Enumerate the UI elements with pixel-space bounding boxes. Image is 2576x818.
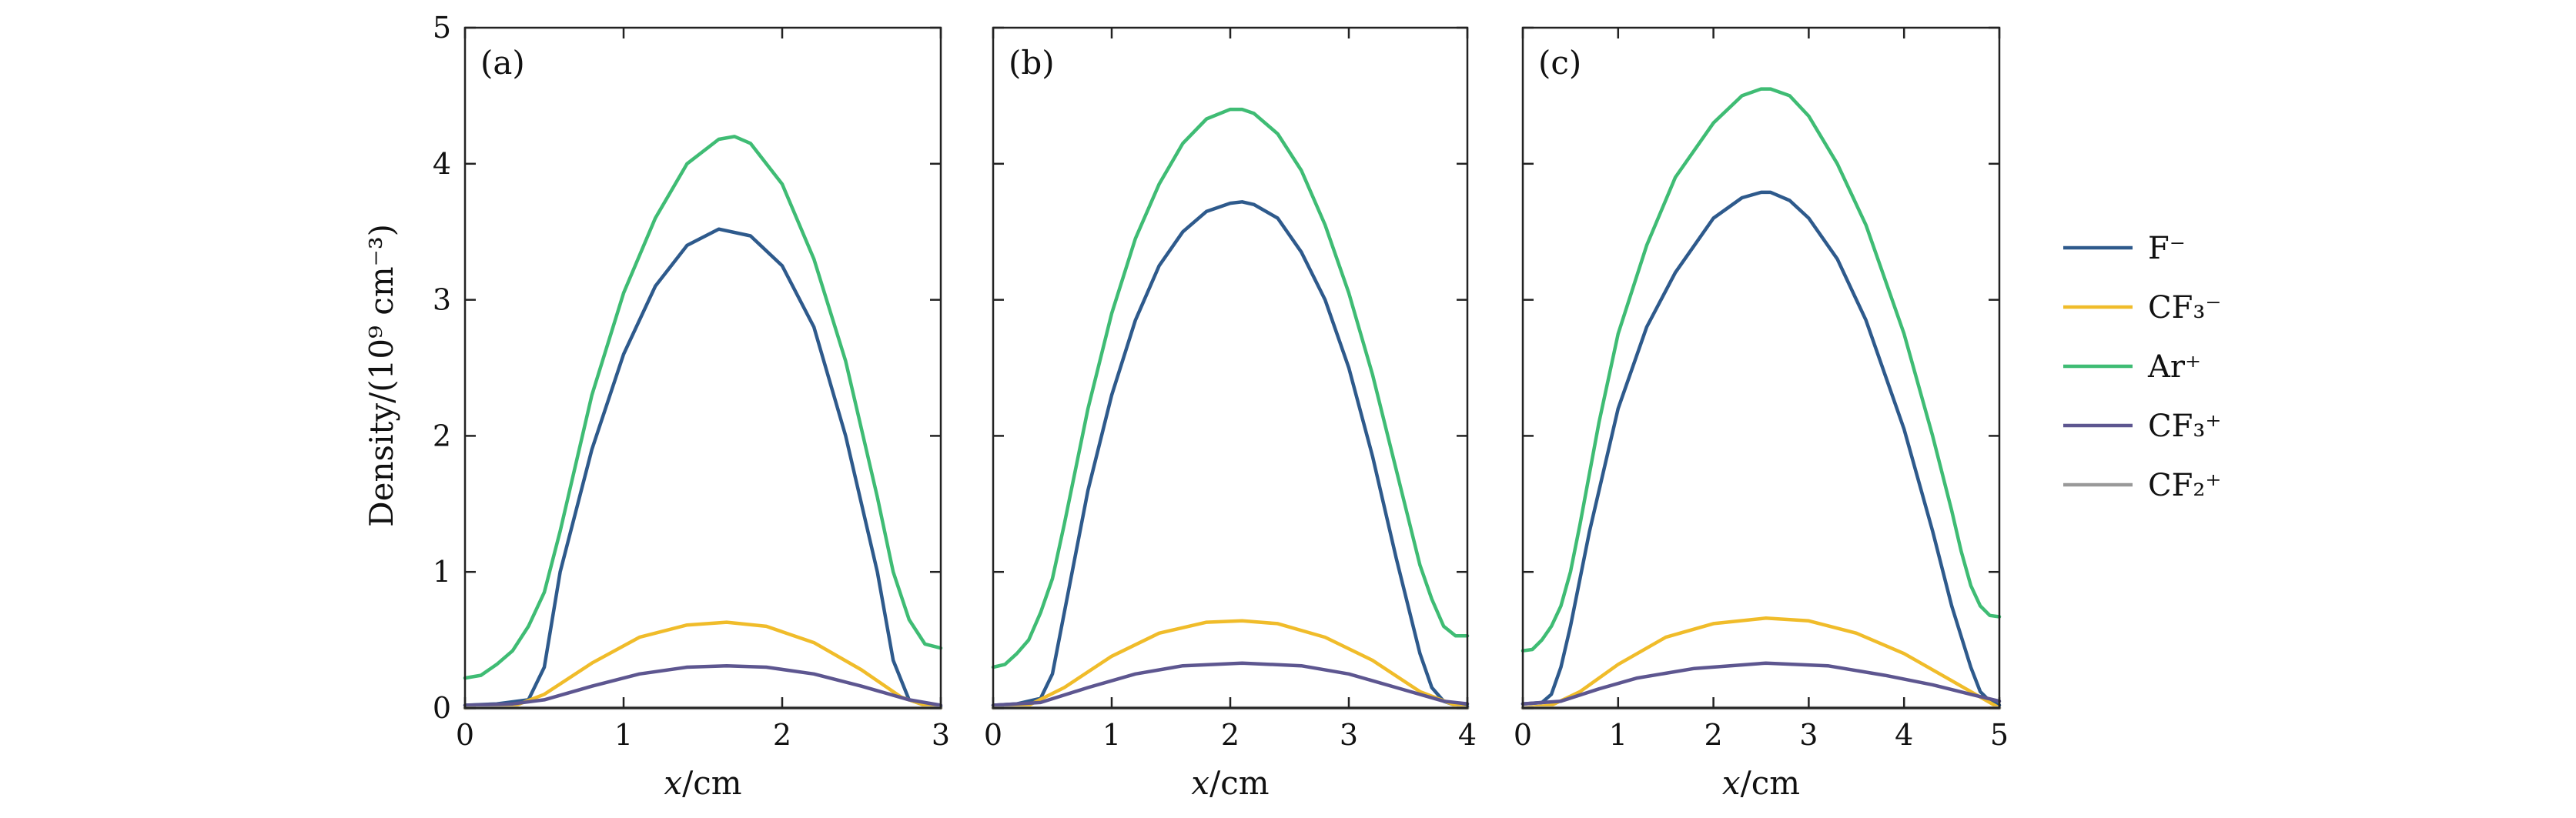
panel-1-series-4-line	[463, 663, 943, 707]
x-axis-variable: x	[1722, 764, 1741, 802]
x-tick-label: 0	[1514, 718, 1532, 752]
panel-2-series-2-line	[991, 619, 1470, 710]
x-tick-label: 3	[1799, 718, 1818, 752]
x-tick-label: 3	[1340, 718, 1358, 752]
x-tick-label: 1	[614, 718, 633, 752]
y-tick-label: 1	[433, 555, 451, 589]
x-tick-label: 0	[984, 718, 1002, 752]
panel-label: (a)	[480, 44, 525, 82]
panel-3-series-2-line	[1521, 616, 2002, 710]
y-tick-label: 3	[433, 283, 451, 317]
panel-3-series-3-line	[1521, 87, 2002, 653]
legend-label: CF₂⁺	[2148, 468, 2222, 503]
y-tick-label: 0	[433, 691, 451, 725]
x-tick-label: 4	[1458, 718, 1477, 752]
panel-label: (c)	[1538, 44, 1581, 82]
panel-3-series-1-line	[1521, 190, 2002, 707]
x-axis-variable: x	[664, 764, 682, 802]
panel-1-frame	[463, 26, 942, 709]
legend-label: F⁻	[2148, 231, 2186, 266]
panel-1: 0 1 2 3 0 1 2 3 4 5 (a) x/cm	[433, 11, 950, 802]
panel-3-frame	[1521, 26, 2001, 709]
panel-3: 0 1 2 3 4 5 (c) x/cm	[1514, 26, 2009, 802]
y-tick-label: 2	[433, 419, 451, 452]
panel-1-series-1-line	[463, 227, 943, 709]
x-axis-unit: /cm	[1741, 764, 1801, 802]
x-tick-label: 2	[1221, 718, 1239, 752]
panel-2-series-4-line	[991, 661, 1470, 707]
legend-label: CF₃⁺	[2148, 409, 2222, 444]
x-axis-unit: /cm	[682, 764, 742, 802]
x-tick-label: 2	[773, 718, 791, 752]
panel-2: 0 1 2 3 4 (b) x/cm	[984, 26, 1477, 802]
x-tick-label: 2	[1705, 718, 1723, 752]
x-axis-title: x/cm	[1191, 764, 1269, 802]
x-axis-title: x/cm	[664, 764, 741, 802]
x-tick-label: 1	[1102, 718, 1121, 752]
x-axis-title: x/cm	[1722, 764, 1800, 802]
x-tick-label: 5	[1990, 718, 2009, 752]
y-axis-title: Density/(10⁹ cm⁻³)	[363, 224, 400, 527]
legend: F⁻ CF₃⁻ Ar⁺ CF₃⁺ CF₂⁺	[2063, 231, 2222, 503]
x-tick-label: 0	[456, 718, 474, 752]
legend-label: Ar⁺	[2147, 349, 2201, 385]
panel-3-series-4-line	[1521, 661, 2002, 706]
y-tick-label: 4	[433, 147, 451, 181]
panel-2-series-3-line	[991, 107, 1470, 669]
y-tick-label: 5	[433, 11, 451, 45]
panel-label: (b)	[1009, 44, 1055, 82]
x-axis-variable: x	[1191, 764, 1209, 802]
x-tick-label: 1	[1609, 718, 1628, 752]
x-tick-label: 3	[932, 718, 950, 752]
x-tick-label: 4	[1895, 718, 1913, 752]
panel-1-series-3-line	[463, 135, 943, 680]
x-axis-unit: /cm	[1209, 764, 1270, 802]
panel-2-series-1-line	[991, 200, 1470, 709]
legend-label: CF₃⁻	[2148, 290, 2222, 326]
